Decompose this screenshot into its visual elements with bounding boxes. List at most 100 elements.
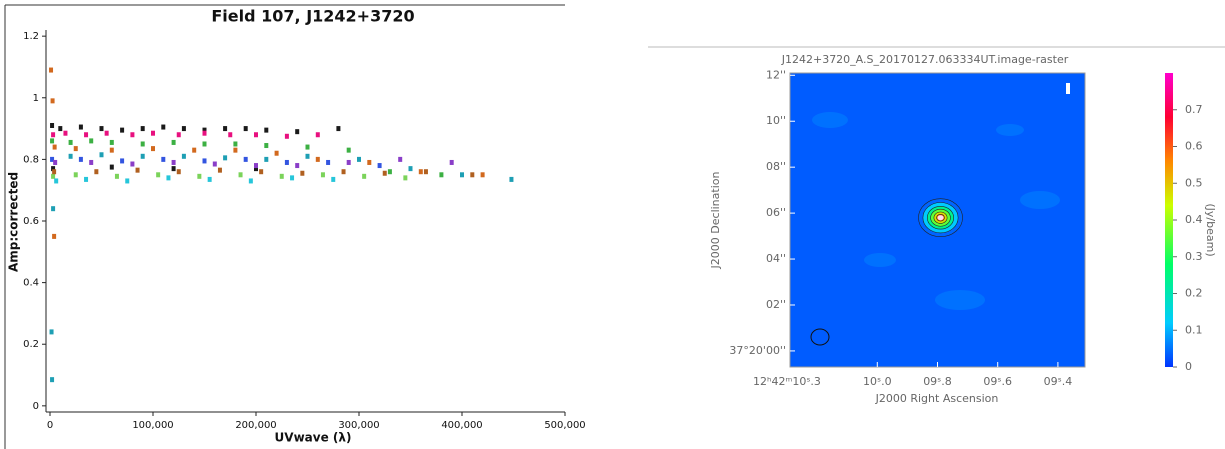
point bbox=[141, 154, 145, 159]
point bbox=[50, 123, 54, 128]
chart-title: Field 107, J1242+3720 bbox=[211, 7, 414, 26]
point bbox=[249, 178, 253, 183]
point bbox=[156, 172, 160, 177]
colorbar-tick-label: 0.7 bbox=[1185, 103, 1203, 116]
point bbox=[347, 160, 351, 165]
point bbox=[280, 174, 284, 179]
point bbox=[172, 166, 176, 171]
point bbox=[239, 172, 243, 177]
y-axis-label: J2000 Declination bbox=[709, 172, 722, 270]
point bbox=[52, 234, 56, 239]
point bbox=[203, 141, 207, 146]
point bbox=[84, 177, 88, 182]
point bbox=[254, 132, 258, 137]
point bbox=[347, 148, 351, 153]
point bbox=[197, 174, 201, 179]
point bbox=[342, 169, 346, 174]
noise bbox=[812, 112, 848, 128]
x-tick-label: 09ˢ.4 bbox=[1044, 375, 1073, 388]
point bbox=[450, 160, 454, 165]
y-tick-label: 0.4 bbox=[23, 278, 39, 289]
point bbox=[51, 206, 55, 211]
point bbox=[52, 169, 56, 174]
point bbox=[63, 131, 67, 136]
x-tick-label: 400,000 bbox=[441, 420, 482, 431]
point bbox=[203, 158, 207, 163]
point bbox=[244, 126, 248, 131]
noise bbox=[864, 253, 896, 267]
point bbox=[403, 175, 407, 180]
point bbox=[316, 157, 320, 162]
point bbox=[130, 162, 134, 167]
noise bbox=[996, 124, 1024, 136]
point bbox=[182, 126, 186, 131]
point bbox=[125, 178, 129, 183]
point bbox=[336, 126, 340, 131]
marker bbox=[1066, 83, 1070, 94]
point bbox=[58, 126, 62, 131]
scatter-panel: Field 107, J1242+3720 UVwave (λ) Amp:cor… bbox=[7, 7, 586, 445]
point bbox=[89, 138, 93, 143]
point bbox=[49, 68, 53, 73]
point bbox=[51, 174, 55, 179]
colorbar bbox=[1165, 73, 1173, 367]
point bbox=[177, 132, 181, 137]
y-tick-label: 0 bbox=[33, 401, 39, 412]
point bbox=[439, 172, 443, 177]
point bbox=[367, 160, 371, 165]
point bbox=[151, 131, 155, 136]
point bbox=[259, 169, 263, 174]
colorbar-tick-label: 0.2 bbox=[1185, 287, 1203, 300]
x-axis-label: J2000 Right Ascension bbox=[875, 392, 999, 405]
point bbox=[424, 169, 428, 174]
point bbox=[244, 157, 248, 162]
point bbox=[275, 151, 279, 156]
point bbox=[69, 154, 73, 159]
y-tick-label: 37°20'00'' bbox=[729, 344, 786, 357]
point bbox=[357, 157, 361, 162]
point bbox=[326, 160, 330, 165]
x-tick-label: 12ʰ42ᵐ10ˢ.3 bbox=[753, 375, 821, 388]
point bbox=[290, 175, 294, 180]
point bbox=[166, 175, 170, 180]
y-tick-label: 06'' bbox=[766, 206, 786, 219]
y-tick-label: 0.6 bbox=[23, 216, 39, 227]
point bbox=[264, 143, 268, 148]
colorbar-tick-label: 0.1 bbox=[1185, 323, 1203, 336]
point bbox=[295, 163, 299, 168]
point bbox=[51, 132, 55, 137]
point bbox=[115, 174, 119, 179]
point bbox=[295, 129, 299, 134]
point bbox=[151, 146, 155, 151]
point bbox=[331, 177, 335, 182]
point bbox=[409, 166, 413, 171]
x-tick-label: 300,000 bbox=[338, 420, 379, 431]
x-tick-label: 0 bbox=[47, 420, 53, 431]
point bbox=[306, 145, 310, 150]
point bbox=[50, 138, 54, 143]
image-panel: J1242+3720_A.S_20170127.063334UT.image-r… bbox=[709, 53, 1217, 405]
x-tick-label: 09ˢ.8 bbox=[923, 375, 952, 388]
point bbox=[51, 98, 55, 103]
chart-title: J1242+3720_A.S_20170127.063334UT.image-r… bbox=[781, 53, 1069, 66]
y-tick-label: 0.2 bbox=[23, 339, 39, 350]
y-tick-label: 1 bbox=[33, 93, 39, 104]
point bbox=[172, 160, 176, 165]
point bbox=[110, 165, 114, 170]
point bbox=[141, 141, 145, 146]
point bbox=[74, 146, 78, 151]
point bbox=[105, 131, 109, 136]
point bbox=[218, 168, 222, 173]
y-tick-label: 0.8 bbox=[23, 154, 39, 165]
point bbox=[208, 177, 212, 182]
point bbox=[223, 126, 227, 131]
point bbox=[233, 148, 237, 153]
point bbox=[285, 160, 289, 165]
point bbox=[223, 155, 227, 160]
colorbar-tick-label: 0.4 bbox=[1185, 213, 1203, 226]
point bbox=[136, 168, 140, 173]
x-tick-label: 200,000 bbox=[235, 420, 276, 431]
x-axis-label: UVwave (λ) bbox=[275, 431, 352, 445]
point bbox=[120, 158, 124, 163]
point bbox=[285, 134, 289, 139]
